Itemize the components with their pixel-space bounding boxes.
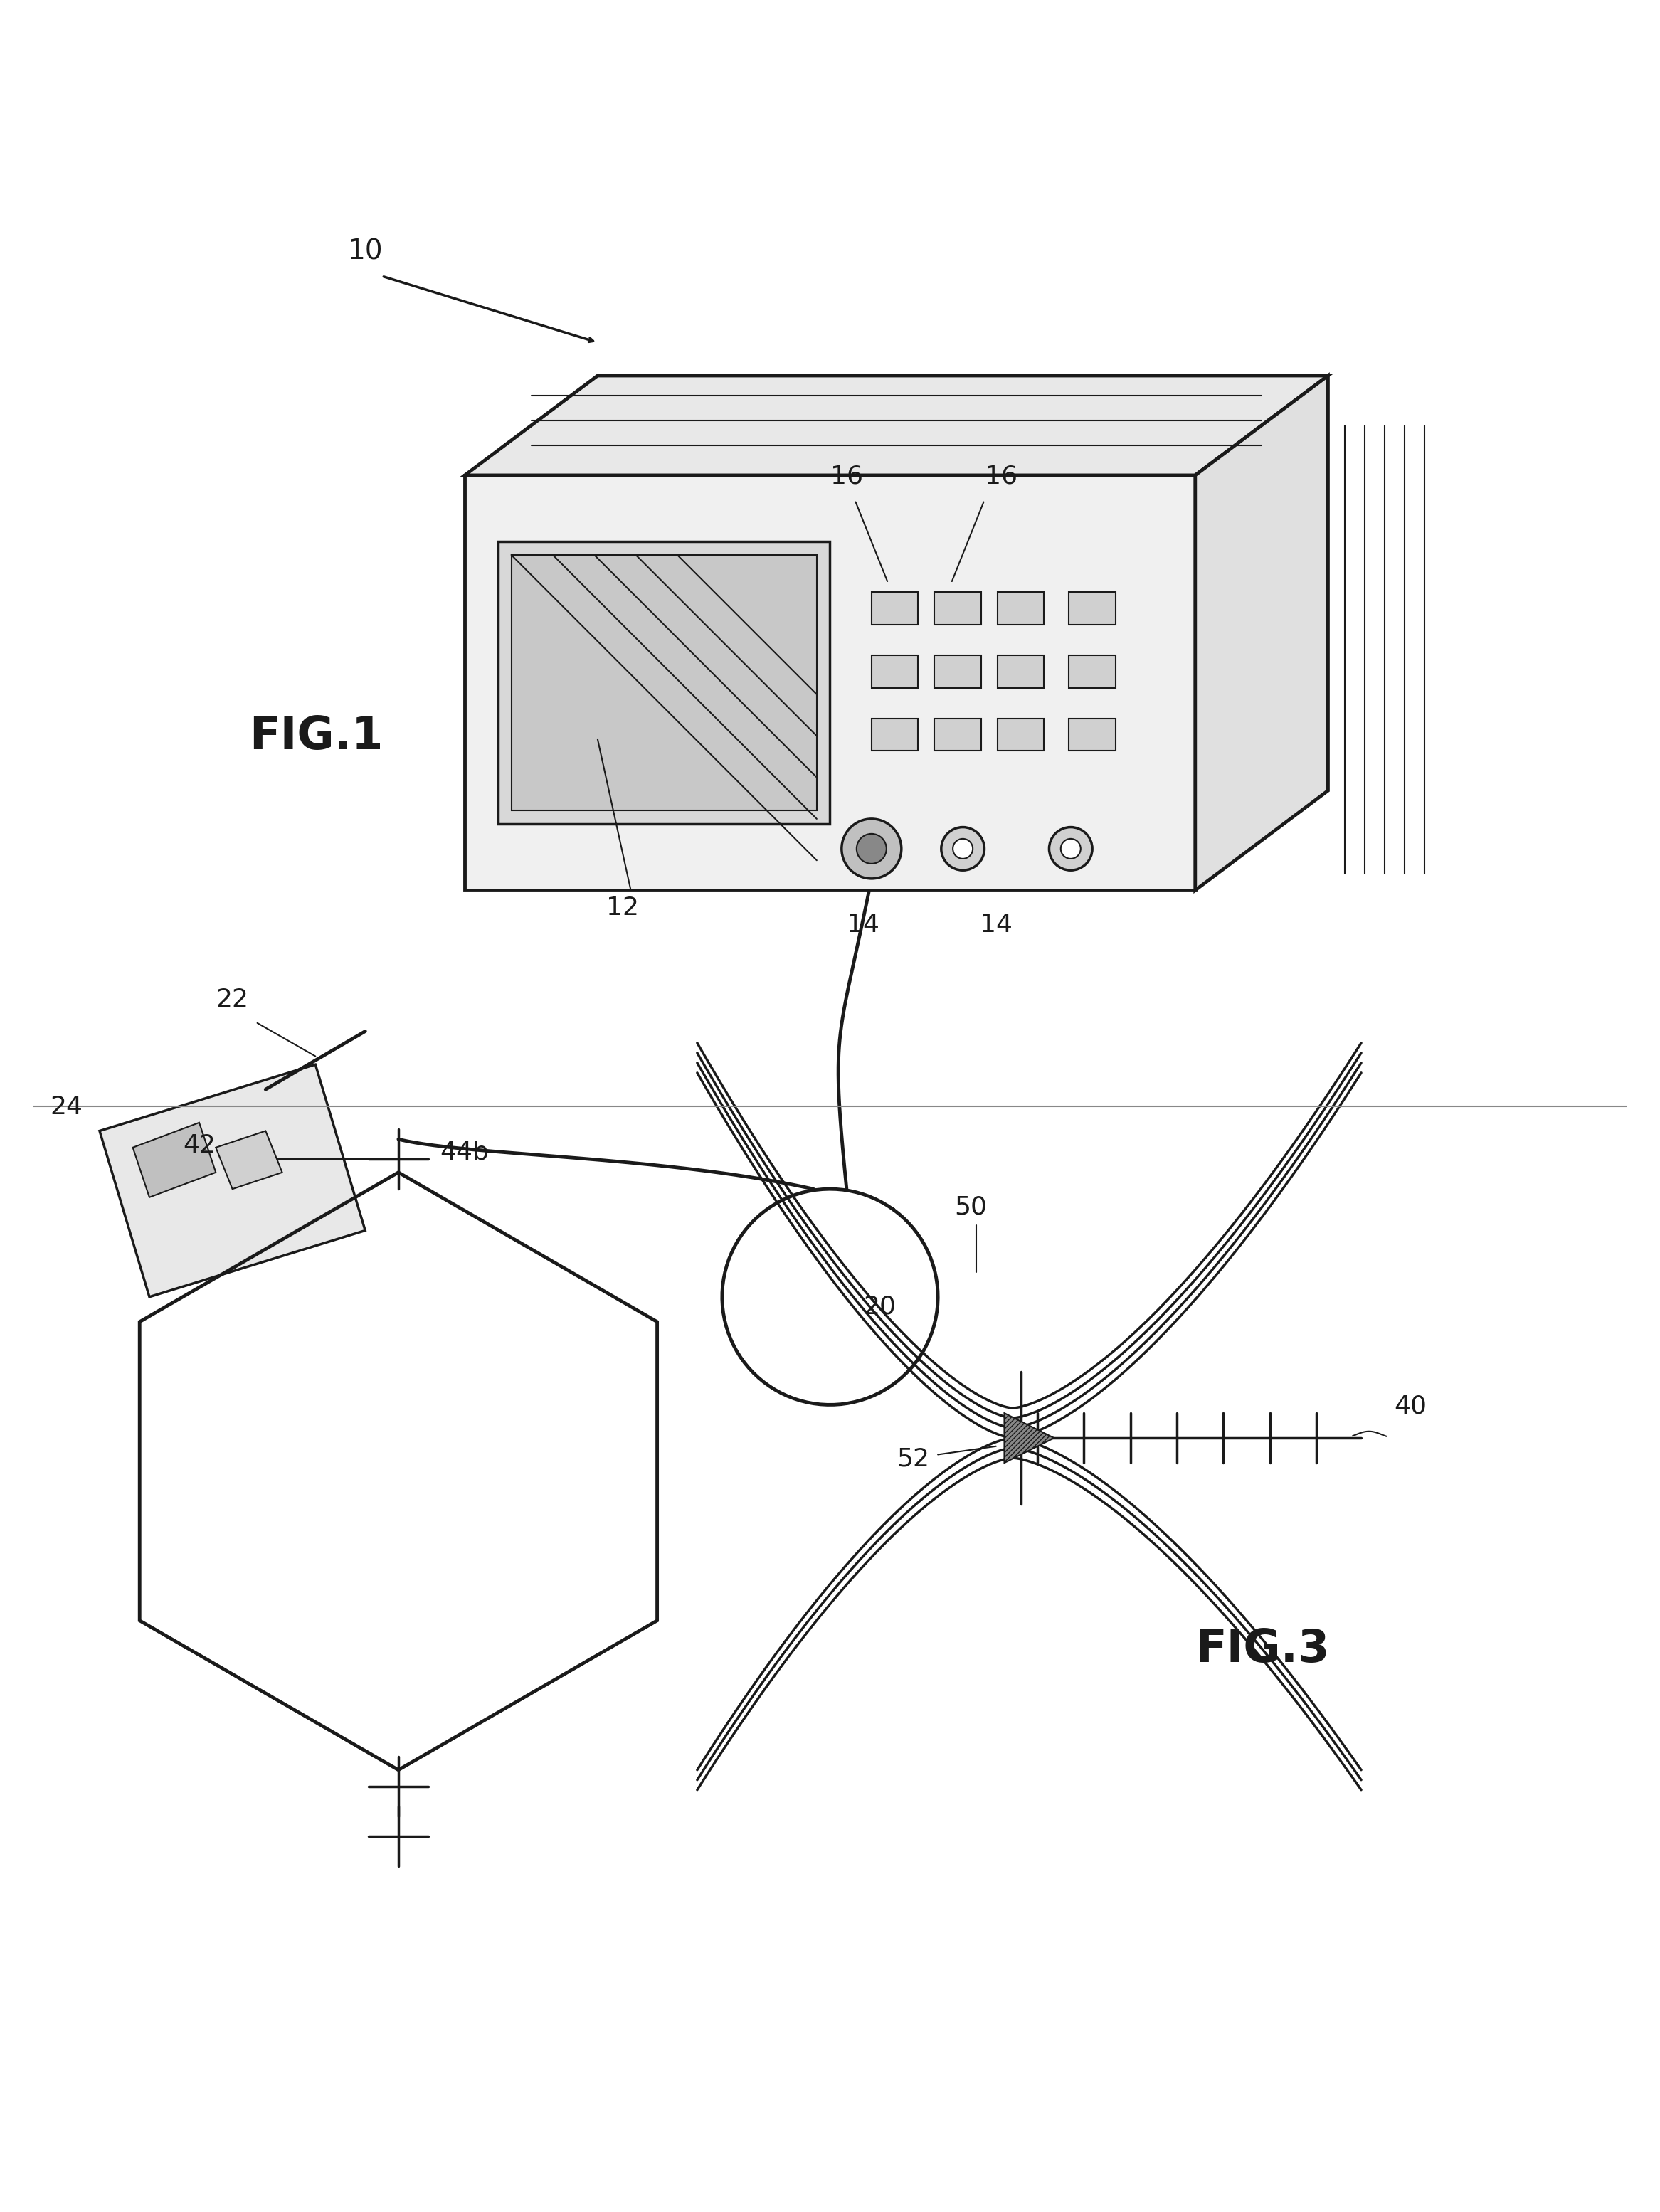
- Circle shape: [941, 827, 984, 869]
- Bar: [1069, 719, 1116, 750]
- Polygon shape: [1004, 1413, 1054, 1462]
- Circle shape: [857, 834, 886, 863]
- Text: 44b: 44b: [440, 1139, 490, 1164]
- Circle shape: [1049, 827, 1092, 869]
- Bar: [1069, 593, 1116, 624]
- Bar: [1069, 655, 1116, 688]
- Text: 12: 12: [606, 896, 639, 920]
- Bar: [511, 555, 817, 810]
- Text: 50: 50: [954, 1194, 988, 1219]
- Text: 16: 16: [830, 465, 863, 489]
- Bar: [998, 655, 1044, 688]
- Circle shape: [953, 838, 973, 858]
- Polygon shape: [216, 1130, 282, 1190]
- Bar: [998, 593, 1044, 624]
- Text: 52: 52: [896, 1447, 930, 1471]
- Text: 22: 22: [216, 987, 249, 1011]
- Text: 20: 20: [863, 1294, 896, 1318]
- Bar: [465, 476, 1195, 889]
- Circle shape: [1061, 838, 1081, 858]
- Text: 42: 42: [183, 1133, 216, 1157]
- Bar: [935, 655, 981, 688]
- Bar: [935, 593, 981, 624]
- Polygon shape: [1195, 376, 1328, 889]
- Bar: [872, 655, 918, 688]
- Text: 14: 14: [979, 914, 1013, 936]
- Text: 14: 14: [847, 914, 880, 936]
- Polygon shape: [100, 1064, 365, 1296]
- Text: FIG.3: FIG.3: [1195, 1628, 1330, 1672]
- Bar: [998, 719, 1044, 750]
- Text: 40: 40: [1394, 1394, 1428, 1418]
- Text: FIG.1: FIG.1: [249, 714, 383, 759]
- Bar: [872, 719, 918, 750]
- Bar: [872, 593, 918, 624]
- Text: 10: 10: [347, 239, 383, 265]
- Polygon shape: [465, 376, 1328, 476]
- Circle shape: [842, 818, 901, 878]
- Bar: [498, 542, 830, 823]
- Text: 24: 24: [50, 1095, 83, 1119]
- Text: 16: 16: [984, 465, 1018, 489]
- Bar: [935, 719, 981, 750]
- Polygon shape: [133, 1124, 216, 1197]
